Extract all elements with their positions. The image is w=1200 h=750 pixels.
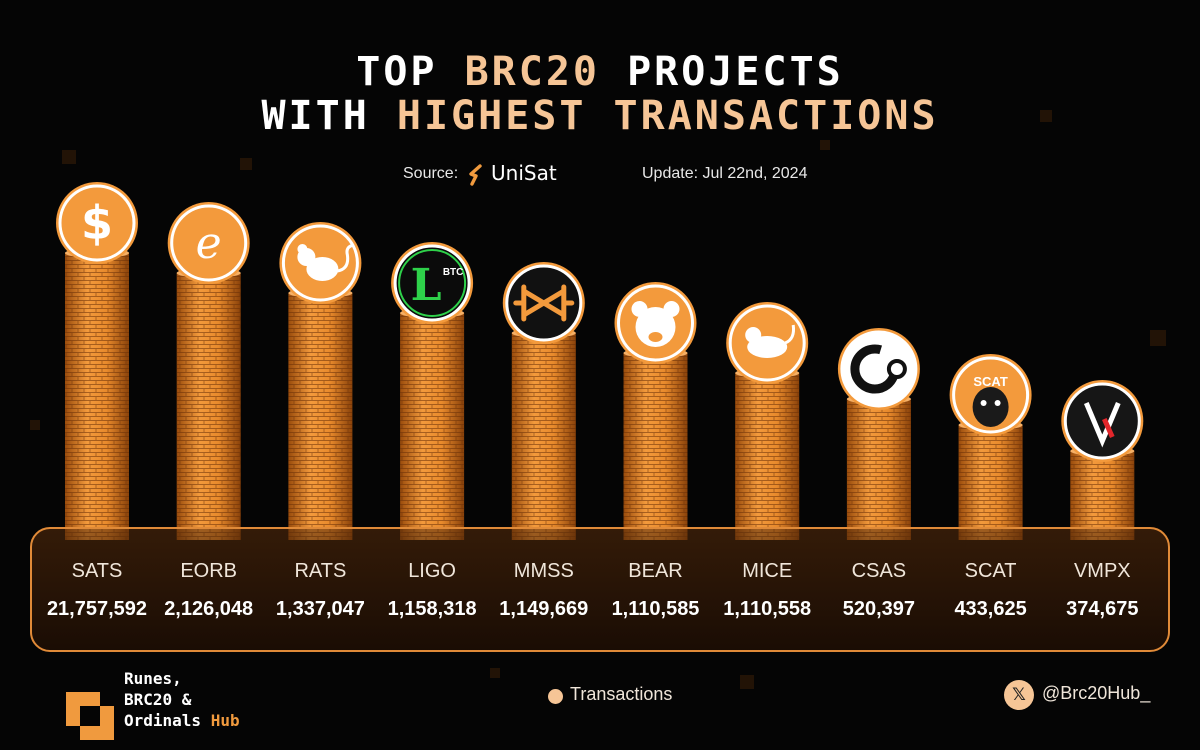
mmss-coin-icon [502, 262, 585, 344]
source-label: Source: [403, 165, 459, 182]
bg-speck [740, 675, 754, 689]
bear-coin-icon [614, 282, 697, 364]
bar-ligo [400, 308, 465, 540]
bar-texture [176, 273, 241, 540]
ligo-coin-icon: L BTC [391, 242, 474, 324]
rat-coin-icon [279, 222, 362, 304]
bar-mmss [511, 328, 576, 540]
vmpx-v-glyph [1083, 402, 1121, 448]
csas-dot [886, 359, 907, 379]
category-label: CSAS [851, 560, 907, 582]
value-label: 2,126,048 [164, 598, 254, 620]
bar-sats [65, 248, 129, 540]
coin-face [58, 184, 136, 262]
rat-ear [297, 244, 308, 254]
x-logo-icon: 𝕏 [1004, 680, 1034, 710]
dollar-coin-icon: $ [56, 182, 138, 264]
rat-body [306, 257, 339, 281]
value-label: 21,757,592 [46, 598, 148, 620]
category-label: LIGO [408, 560, 456, 582]
source-row: Source: UniSat Update: Jul 22nd, 2024 [0, 161, 1200, 187]
bg-speck [820, 140, 830, 150]
brand-name: Runes, BRC20 & Ordinals Hub [124, 669, 240, 730]
ligo-ring [398, 249, 467, 317]
bar-texture [65, 253, 129, 540]
unisat-logo-icon [469, 164, 482, 186]
scat-badge-bg [968, 373, 1013, 389]
mouse-ear [745, 327, 762, 343]
bear-face [635, 307, 676, 347]
mice-coin-icon [726, 302, 809, 384]
bg-speck [62, 150, 76, 164]
bg-speck [490, 668, 500, 678]
category-label: BEAR [628, 560, 683, 582]
mmss-glyph [513, 284, 575, 322]
coin-face [170, 204, 248, 282]
bg-speck [1150, 330, 1166, 346]
category-label: VMPX [1073, 560, 1131, 582]
page-title-line1: TOP BRC20 PROJECTS [356, 49, 844, 95]
page-title-line2: WITH HIGHEST TRANSACTIONS [261, 93, 939, 139]
update-date: Update: Jul 22nd, 2024 [642, 165, 808, 182]
mouse-tail [784, 324, 796, 345]
bg-speck [240, 158, 252, 170]
source-name: UniSat [491, 161, 557, 185]
bg-speck [1040, 110, 1052, 122]
bar-rats [288, 288, 353, 540]
scat-badge: SCAT [973, 374, 1007, 389]
vmpx-coin-icon [1061, 380, 1144, 462]
bar-eorb [176, 268, 241, 540]
bar-bear [623, 348, 688, 540]
scat-cat [972, 387, 1009, 427]
bar-texture [400, 313, 465, 540]
category-label: EORB [180, 560, 238, 582]
bar-vmpx [1070, 446, 1135, 540]
bar-texture [958, 425, 1023, 540]
bg-speck [30, 420, 40, 430]
value-label: 1,158,318 [387, 598, 477, 620]
bar-scat [958, 420, 1023, 540]
category-label: SCAT [964, 560, 1017, 582]
scat-coin-icon: SCAT [949, 354, 1032, 436]
value-label: 374,675 [1066, 598, 1139, 620]
value-label: 1,110,585 [611, 598, 700, 620]
category-label: RATS [294, 560, 347, 582]
category-label: MICE [742, 560, 793, 582]
bar-csas [846, 394, 911, 540]
bar-mice [735, 368, 800, 540]
values-panel [30, 527, 1170, 652]
bar-texture [623, 353, 688, 540]
value-label: 520,397 [842, 598, 916, 620]
value-label: 433,625 [954, 598, 1027, 620]
coin-face [393, 244, 471, 322]
dollar-glyph: $ [81, 196, 113, 250]
value-label: 1,337,047 [275, 598, 365, 620]
bear-nose [648, 332, 663, 342]
value-label: 1,110,558 [723, 598, 812, 620]
csas-coin-icon [837, 328, 920, 410]
eorb-coin-icon: e [167, 202, 250, 284]
e-glyph: e [196, 218, 222, 269]
scat-eye-right [994, 400, 1001, 406]
bar-texture [1070, 451, 1135, 540]
bar-texture [735, 373, 800, 540]
value-label: 1,149,669 [499, 598, 589, 620]
bar-texture [511, 333, 576, 540]
category-label: SATS [71, 560, 123, 582]
legend-swatch [548, 689, 563, 704]
brand-logo-icon [66, 692, 114, 740]
ligo-l-glyph: L [411, 260, 442, 311]
legend-label: Transactions [570, 684, 673, 704]
ligo-badge: BTC [443, 267, 464, 278]
rat-tail [337, 243, 354, 273]
handle-label: @Brc20Hub_ [1042, 683, 1151, 703]
vmpx-red-stroke [1102, 417, 1115, 439]
category-label: MMSS [513, 560, 574, 582]
bar-texture [846, 399, 911, 540]
coin-face [1063, 382, 1141, 460]
scat-eye-left [980, 400, 987, 406]
bar-texture [288, 293, 353, 540]
